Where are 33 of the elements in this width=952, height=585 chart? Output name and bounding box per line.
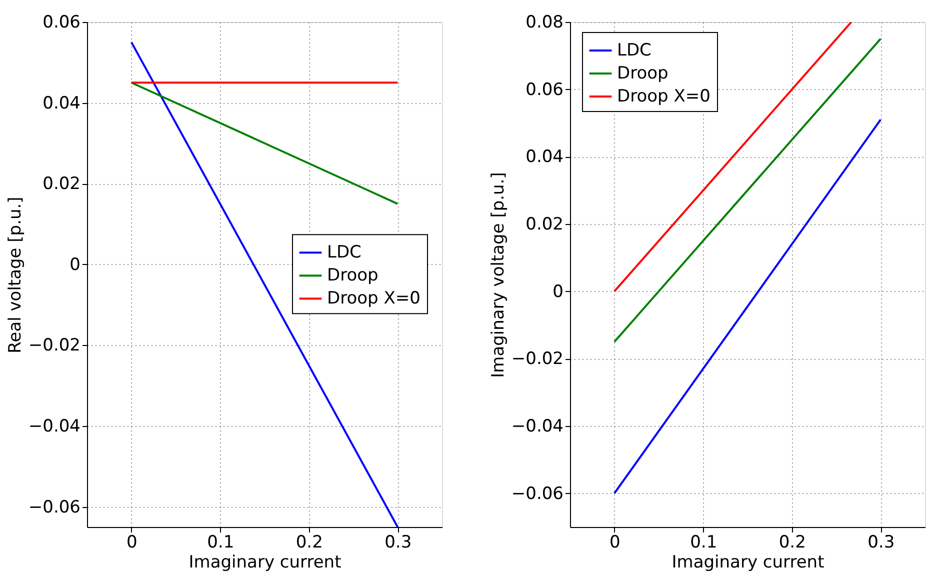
y-tick-label: 0.02 xyxy=(526,214,564,234)
y-tick-label: −0.06 xyxy=(28,497,80,518)
x-tick-label: 0.1 xyxy=(690,532,718,552)
x-tick-label: 0.1 xyxy=(207,532,234,552)
x-tick-label: 0.3 xyxy=(868,532,895,552)
legend-label: LDC xyxy=(327,242,362,263)
y-axis-title: Imaginary voltage [p.u.] xyxy=(488,172,508,378)
y-tick-label: 0.08 xyxy=(526,12,564,32)
y-tick-label: −0.02 xyxy=(28,336,80,356)
x-axis-title: Imaginary current xyxy=(188,552,342,572)
x-tick-label: 0.2 xyxy=(296,532,323,552)
y-tick-label: 0 xyxy=(70,254,80,275)
y-tick-label: −0.04 xyxy=(511,416,564,436)
y-tick-label: 0.04 xyxy=(42,93,80,114)
y-tick-label: 0.04 xyxy=(526,147,564,168)
legend-label: Droop X=0 xyxy=(327,288,420,309)
y-axis-title: Real voltage [p.u.] xyxy=(5,196,26,354)
y-tick-label: 0.06 xyxy=(42,12,80,32)
y-tick-label: 0.06 xyxy=(526,80,564,100)
y-tick-label: 0 xyxy=(552,282,564,302)
legend-label: Droop X=0 xyxy=(617,86,710,106)
legend-label: Droop xyxy=(327,266,378,286)
y-tick-label: −0.02 xyxy=(511,349,564,370)
x-tick-label: 0.2 xyxy=(778,532,806,552)
y-tick-label: −0.06 xyxy=(511,484,564,504)
legend-label: LDC xyxy=(617,40,652,60)
x-tick-label: 0.3 xyxy=(384,532,412,552)
legend-label: Droop xyxy=(617,64,668,84)
x-axis-title: Imaginary current xyxy=(672,552,825,572)
y-tick-label: −0.04 xyxy=(28,416,80,436)
y-tick-label: 0.02 xyxy=(42,174,80,194)
x-tick-label: 0 xyxy=(126,532,138,552)
x-tick-label: 0 xyxy=(609,532,620,552)
